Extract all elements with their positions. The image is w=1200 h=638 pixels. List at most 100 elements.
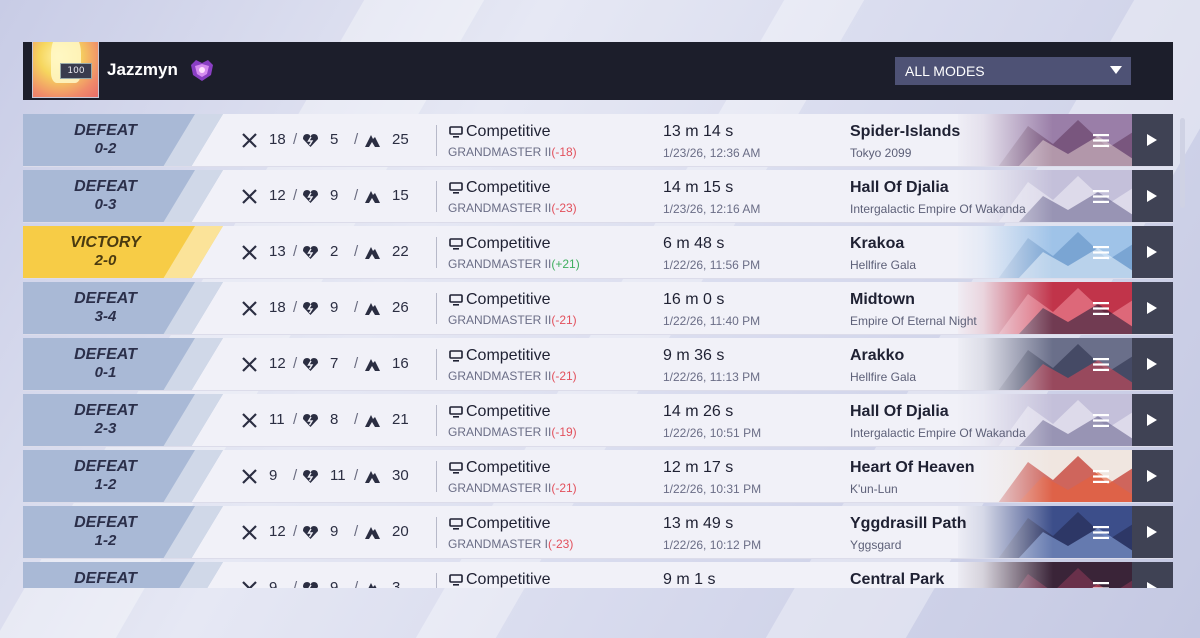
match-result: DEFEAT 0-2 (23, 114, 223, 167)
menu-icon[interactable] (1093, 582, 1109, 588)
match-row[interactable]: DEFEAT 9 / 9 / 3 Competitive 9 m 1 s Central Par… (23, 562, 1173, 588)
assists-icon (368, 583, 377, 588)
rank-tier: GRANDMASTER II (448, 201, 552, 215)
result-label: DEFEAT 3-4 (23, 290, 188, 326)
assists-count: 20 (392, 523, 409, 540)
map-name: Midtown (850, 291, 915, 308)
rank-info: GRANDMASTER II(+21) (448, 257, 580, 271)
menu-icon[interactable] (1093, 470, 1109, 483)
kills-icon (242, 301, 257, 316)
assists-count: 26 (392, 299, 409, 316)
play-icon (1147, 414, 1157, 426)
map-location: Hellfire Gala (850, 370, 917, 384)
map-location: Tokyo 2099 (850, 146, 912, 160)
map-thumbnail-fade (953, 562, 1053, 588)
assists-icon (365, 471, 380, 483)
rank-info: GRANDMASTER II(-19) (448, 425, 577, 439)
match-result: DEFEAT 1-2 (23, 506, 223, 559)
profile-header: 100 Jazzmyn ALL MODES (23, 42, 1173, 100)
kills-count: 18 (269, 131, 286, 148)
map-name: Arakko (850, 347, 905, 364)
round-score: 3-4 (94, 308, 117, 325)
column-divider (436, 405, 437, 436)
rank-delta: (+21) (551, 257, 580, 271)
map-name: Heart Of Heaven (850, 459, 975, 476)
replay-button[interactable] (1132, 226, 1173, 279)
result-label: DEFEAT 0-2 (23, 122, 188, 158)
round-score: 2-0 (94, 252, 117, 269)
stat-separator: / (354, 355, 359, 372)
replay-button[interactable] (1132, 114, 1173, 167)
menu-icon[interactable] (1093, 358, 1109, 371)
result-label: DEFEAT (23, 570, 188, 588)
round-score: 0-1 (94, 364, 117, 381)
match-history-panel: 100 Jazzmyn ALL MODES DEFEAT 0-2 18/5/25 Co… (23, 42, 1173, 588)
match-row[interactable]: DEFEAT 1-2 12 / 9 / 20 Competitive GRANDMASTER I… (23, 506, 1173, 559)
match-duration: 14 m 15 s (663, 179, 734, 196)
replay-button[interactable] (1132, 170, 1173, 223)
rank-delta: (-23) (551, 201, 577, 215)
assists-icon (365, 247, 380, 259)
assists-icon (365, 191, 380, 203)
kills-count: 13 (269, 243, 286, 260)
replay-button[interactable] (1132, 394, 1173, 447)
map-name: Hall Of Djalia (850, 179, 949, 196)
player-avatar[interactable]: 100 (32, 42, 99, 98)
map-name: Yggdrasill Path (850, 515, 967, 532)
game-mode: Competitive (466, 403, 551, 420)
menu-icon[interactable] (1093, 414, 1109, 427)
result-label: DEFEAT 2-3 (23, 402, 188, 438)
match-row[interactable]: DEFEAT 0-3 12 / 9 / 15 Competitive GRANDMASTER I… (23, 170, 1173, 223)
match-row[interactable]: DEFEAT 2-3 11 / 8 / 21 Competitive GRANDMASTER I… (23, 394, 1173, 447)
result-text: DEFEAT (74, 458, 137, 475)
assists-count: 22 (392, 243, 409, 260)
replay-button[interactable] (1132, 562, 1173, 588)
menu-icon[interactable] (1093, 190, 1109, 203)
match-row[interactable]: DEFEAT 0-1 12 / 7 / 16 Competitive GRANDMASTER I… (23, 338, 1173, 391)
deaths-count: 11 (330, 467, 346, 484)
replay-button[interactable] (1132, 450, 1173, 503)
match-row[interactable]: DEFEAT 1-2 9 / 11 / 30 Competitive GRANDMASTER I… (23, 450, 1173, 503)
match-row[interactable]: DEFEAT 0-2 18 / 5 / 25 Competitive GRANDMASTER I… (23, 114, 1173, 167)
match-duration: 9 m 1 s (663, 571, 716, 588)
result-text: VICTORY (70, 234, 141, 251)
column-divider (436, 125, 437, 156)
deaths-count: 2 (330, 243, 339, 260)
stat-separator: / (293, 243, 298, 260)
replay-button[interactable] (1132, 506, 1173, 559)
competitive-mode-icon (449, 294, 463, 306)
menu-icon[interactable] (1093, 134, 1109, 147)
assists-count: 16 (392, 355, 409, 372)
replay-button[interactable] (1132, 282, 1173, 335)
menu-icon[interactable] (1093, 246, 1109, 259)
map-name: Hall Of Djalia (850, 403, 949, 420)
menu-icon[interactable] (1093, 526, 1109, 539)
assists-icon (365, 135, 380, 147)
match-row[interactable]: VICTORY 2-0 13 / 2 / 22 Competitive GRANDMASTER … (23, 226, 1173, 279)
replay-button[interactable] (1132, 338, 1173, 391)
deaths-icon (303, 414, 318, 427)
match-row[interactable]: DEFEAT 3-4 18 / 9 / 26 Competitive GRANDMASTER I… (23, 282, 1173, 335)
rank-delta: (-18) (551, 145, 577, 159)
match-datetime: 1/22/26, 10:51 PM (663, 426, 762, 440)
play-icon (1147, 582, 1157, 588)
column-divider (436, 237, 437, 268)
scrollbar-thumb[interactable] (1180, 118, 1185, 208)
stat-separator: / (354, 411, 359, 428)
map-thumbnail-fade (953, 506, 1053, 559)
match-duration: 6 m 48 s (663, 235, 725, 252)
rank-info: GRANDMASTER II(-21) (448, 369, 577, 383)
menu-icon[interactable] (1093, 302, 1109, 315)
kills-count: 11 (269, 411, 285, 428)
rank-info: GRANDMASTER II(-21) (448, 481, 577, 495)
game-mode: Competitive (466, 123, 551, 140)
match-duration: 9 m 36 s (663, 347, 725, 364)
rank-tier: GRANDMASTER II (448, 145, 552, 159)
kills-icon (242, 189, 257, 204)
assists-icon (365, 303, 380, 315)
game-mode: Competitive (466, 515, 551, 532)
map-name: Spider-Islands (850, 123, 961, 140)
map-thumbnail-fade (953, 226, 1053, 279)
assists-count: 15 (392, 187, 409, 204)
mode-filter-dropdown[interactable]: ALL MODES (895, 57, 1131, 85)
